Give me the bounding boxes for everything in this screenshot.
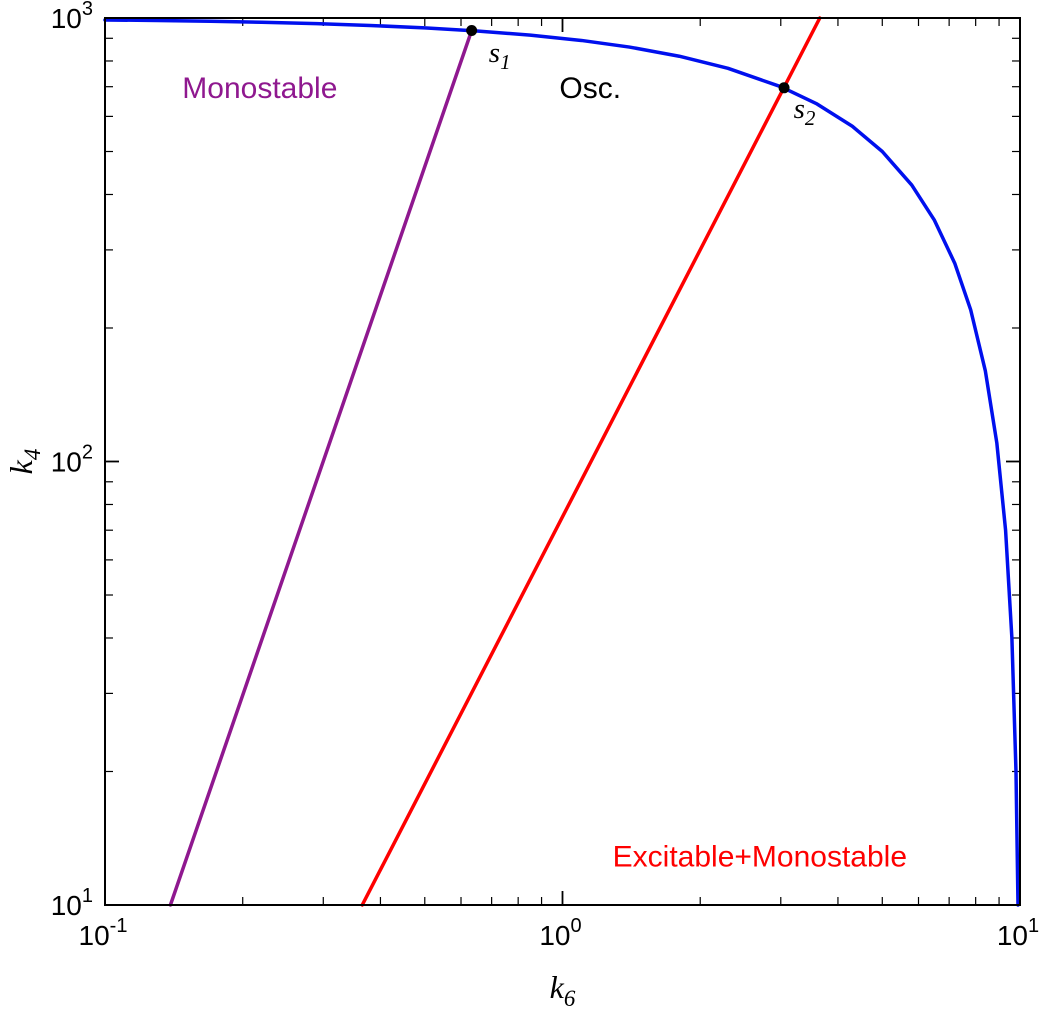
point-label-s2: s2 (794, 93, 816, 130)
series-group (103, 16, 1020, 907)
series-monostable-boundary (168, 28, 474, 907)
plot-frame (104, 17, 1021, 906)
y-axis-label: k4 (3, 449, 45, 475)
point-s1 (466, 25, 478, 37)
y-tick-label: 103 (51, 0, 93, 34)
region-annotations: Monostable Osc. Excitable+Monostable (182, 72, 907, 874)
region-monostable: Monostable (182, 72, 337, 105)
x-tick-label: 100 (539, 915, 581, 951)
y-tick-labels: 101 102 103 (51, 0, 93, 921)
series-excitable-boundary (360, 16, 822, 907)
y-tick-label: 101 (51, 885, 93, 921)
region-excitable-monostable: Excitable+Monostable (613, 841, 907, 874)
intersection-points: s1 s2 (466, 25, 816, 130)
y-tick-label: 102 (51, 442, 93, 478)
region-osc: Osc. (559, 72, 621, 105)
x-tick-label: 101 (997, 915, 1039, 951)
point-s2 (778, 82, 790, 94)
series-hopf-boundary (103, 18, 1020, 907)
x-tick-label: 10-1 (79, 915, 128, 951)
x-axis-label: k6 (550, 969, 576, 1011)
x-tick-labels: 10-1 100 101 (79, 915, 1040, 951)
point-label-s1: s1 (489, 37, 511, 74)
